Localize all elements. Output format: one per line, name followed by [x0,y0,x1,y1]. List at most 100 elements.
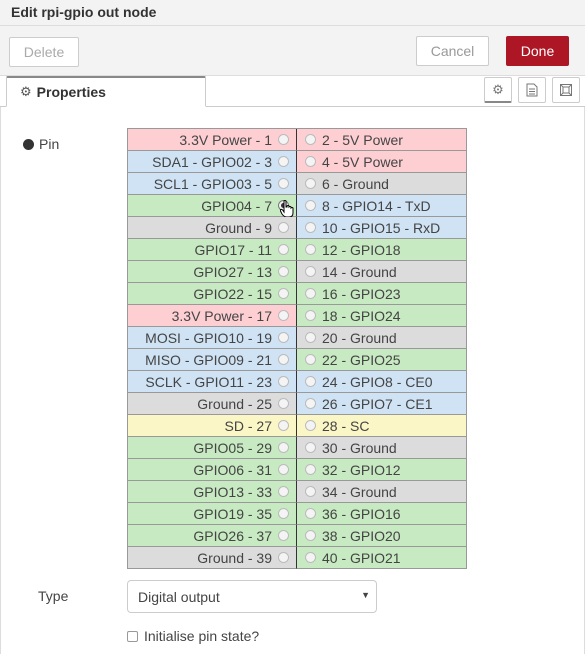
pin-radio[interactable] [278,530,289,541]
pin-radio[interactable] [305,398,316,409]
pin-39[interactable]: Ground - 39 [127,547,297,569]
pin-radio[interactable] [278,266,289,277]
pin-21[interactable]: MISO - GPIO09 - 21 [127,349,297,371]
pin-radio[interactable] [305,244,316,255]
caret-down-icon: ▼ [361,590,370,600]
type-select[interactable]: Digital output ▼ [127,580,377,613]
pin-30[interactable]: 30 - Ground [297,437,467,459]
pin-29[interactable]: GPIO05 - 29 [127,437,297,459]
pin-radio[interactable] [278,222,289,233]
pin-7[interactable]: GPIO04 - 7 [127,195,297,218]
pin-radio[interactable] [305,376,316,387]
tab-properties[interactable]: ⚙ Properties [6,76,206,107]
pin-radio[interactable] [278,354,289,365]
pin-radio[interactable] [305,332,316,343]
pin-24[interactable]: 24 - GPIO8 - CE0 [297,371,467,393]
pin-12[interactable]: 12 - GPIO18 [297,239,467,261]
pin-32[interactable]: 32 - GPIO12 [297,459,467,481]
pin-33[interactable]: GPIO13 - 33 [127,481,297,503]
pin-26[interactable]: 26 - GPIO7 - CE1 [297,393,467,415]
pin-40[interactable]: 40 - GPIO21 [297,547,467,569]
pin-16[interactable]: 16 - GPIO23 [297,283,467,305]
pin-radio[interactable] [305,420,316,431]
pin-radio[interactable] [305,200,316,211]
pin-15[interactable]: GPIO22 - 15 [127,283,297,305]
pin-6[interactable]: 6 - Ground [297,173,467,195]
pin-34[interactable]: 34 - Ground [297,481,467,503]
pin-23[interactable]: SCLK - GPIO11 - 23 [127,371,297,393]
pin-label: GPIO13 - 33 [193,484,272,500]
settings-tab-button[interactable]: ⚙ [484,77,512,103]
pin-9[interactable]: Ground - 9 [127,217,297,239]
done-button[interactable]: Done [506,36,569,66]
pin-radio[interactable] [278,442,289,453]
pin-label: 12 - GPIO18 [322,242,401,258]
pin-20[interactable]: 20 - Ground [297,327,467,349]
pin-radio[interactable] [278,156,289,167]
appearance-tab-button[interactable] [552,77,580,103]
pin-27[interactable]: SD - 27 [127,415,297,437]
pin-17[interactable]: 3.3V Power - 17 [127,305,297,327]
pin-22[interactable]: 22 - GPIO25 [297,349,467,371]
pin-radio[interactable] [305,552,316,563]
pin-radio[interactable] [305,222,316,233]
pin-label: SDA1 - GPIO02 - 3 [152,154,272,170]
pin-radio[interactable] [278,486,289,497]
pin-radio[interactable] [305,156,316,167]
pin-radio[interactable] [278,398,289,409]
pin-radio[interactable] [278,178,289,189]
pin-radio[interactable] [305,442,316,453]
pin-radio[interactable] [278,288,289,299]
pin-8[interactable]: 8 - GPIO14 - TxD [297,195,467,217]
pin-radio[interactable] [305,530,316,541]
pin-35[interactable]: GPIO19 - 35 [127,503,297,525]
description-tab-button[interactable] [518,77,546,103]
pin-radio[interactable] [305,464,316,475]
pin-radio[interactable] [278,376,289,387]
pin-18[interactable]: 18 - GPIO24 [297,305,467,327]
pin-row: GPIO06 - 31 32 - GPIO12 [127,459,467,481]
pin-radio[interactable] [278,244,289,255]
pin-label: SCL1 - GPIO03 - 5 [153,176,272,192]
pin-radio[interactable] [278,508,289,519]
pin-1[interactable]: 3.3V Power - 1 [127,129,297,151]
pin-28[interactable]: 28 - SC [297,415,467,437]
cancel-button[interactable]: Cancel [416,36,489,66]
pin-2[interactable]: 2 - 5V Power [297,129,467,151]
pin-label: 40 - GPIO21 [322,550,401,566]
pin-radio[interactable] [305,178,316,189]
pin-19[interactable]: MOSI - GPIO10 - 19 [127,327,297,349]
pin-radio[interactable] [305,354,316,365]
pin-radio[interactable] [278,310,289,321]
pin-37[interactable]: GPIO26 - 37 [127,525,297,547]
pin-10[interactable]: 10 - GPIO15 - RxD [297,217,467,239]
pin-radio[interactable] [305,288,316,299]
pin-field-label: Pin [23,136,59,152]
pin-3[interactable]: SDA1 - GPIO02 - 3 [127,151,297,173]
pin-radio[interactable] [305,266,316,277]
pin-11[interactable]: GPIO17 - 11 [127,239,297,261]
pin-36[interactable]: 36 - GPIO16 [297,503,467,525]
properties-panel: Pin 3.3V Power - 1 2 - 5V Power SDA1 - GPI… [0,107,585,654]
pin-radio[interactable] [305,508,316,519]
pin-25[interactable]: Ground - 25 [127,393,297,415]
pin-14[interactable]: 14 - Ground [297,261,467,283]
pin-5[interactable]: SCL1 - GPIO03 - 5 [127,173,297,195]
pin-radio[interactable] [305,134,316,145]
delete-button[interactable]: Delete [9,37,79,67]
pin-row: GPIO05 - 29 30 - Ground [127,437,467,459]
pin-radio[interactable] [278,420,289,431]
pin-radio[interactable] [305,486,316,497]
pin-31[interactable]: GPIO06 - 31 [127,459,297,481]
pin-radio[interactable] [278,134,289,145]
dialog-title-bar: Edit rpi-gpio out node [0,0,585,26]
pin-radio[interactable] [278,552,289,563]
pin-radio[interactable] [278,332,289,343]
pin-13[interactable]: GPIO27 - 13 [127,261,297,283]
pin-38[interactable]: 38 - GPIO20 [297,525,467,547]
pin-radio[interactable] [278,464,289,475]
init-pin-state-checkbox[interactable] [127,630,138,642]
pin-4[interactable]: 4 - 5V Power [297,151,467,173]
pin-radio[interactable] [305,310,316,321]
pin-label: GPIO05 - 29 [193,440,272,456]
